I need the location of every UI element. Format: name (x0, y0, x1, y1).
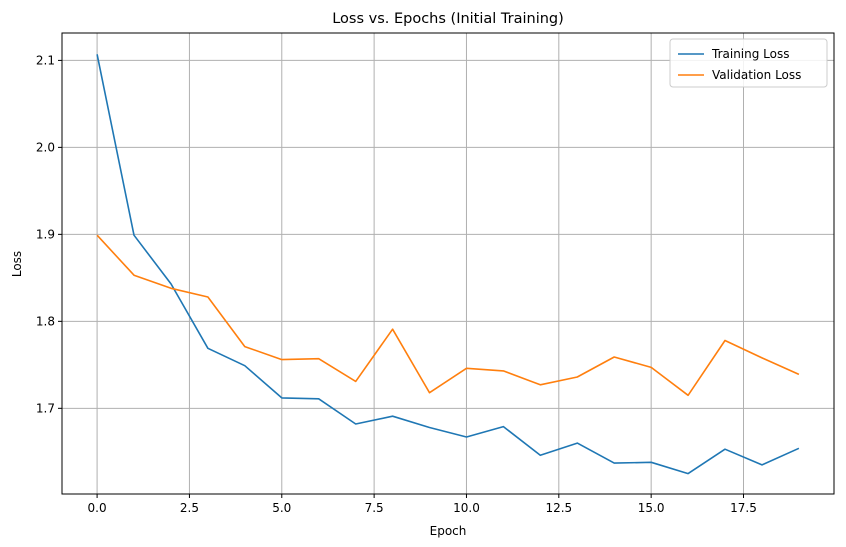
y-tick-label: 2.1 (36, 53, 55, 67)
x-tick-label: 7.5 (365, 501, 384, 515)
legend-box (669, 38, 828, 88)
x-tick-label: 0.0 (88, 501, 107, 515)
y-tick-label: 1.7 (36, 401, 55, 415)
y-axis-label: Loss (10, 251, 24, 277)
chart-title: Loss vs. Epochs (Initial Training) (332, 11, 564, 27)
x-tick-label: 15.0 (638, 501, 665, 515)
validation-loss-line (96, 234, 800, 397)
x-tick-label: 2.5 (180, 501, 199, 515)
x-tick-label: 12.5 (545, 501, 572, 515)
legend-label-training-loss: Training Loss (711, 47, 789, 61)
plot-frame (61, 32, 835, 495)
grid (62, 33, 834, 494)
y-axis-ticks: 1.7 1.8 1.9 2.0 2.1 (36, 53, 62, 415)
legend: Training Loss Validation Loss (669, 38, 828, 88)
y-tick-label: 1.8 (36, 314, 55, 328)
x-tick-label: 10.0 (453, 501, 480, 515)
legend-label-validation-loss: Validation Loss (712, 68, 801, 82)
x-tick-label: 17.5 (730, 501, 757, 515)
x-axis-ticks: 0.0 2.5 5.0 7.5 10.0 12.5 15.0 17.5 (88, 494, 757, 515)
y-tick-label: 2.0 (36, 140, 55, 154)
x-tick-label: 5.0 (272, 501, 291, 515)
series-lines (96, 54, 800, 475)
y-tick-label: 1.9 (36, 227, 55, 241)
training-loss-line (96, 54, 800, 475)
x-axis-label: Epoch (430, 524, 467, 538)
